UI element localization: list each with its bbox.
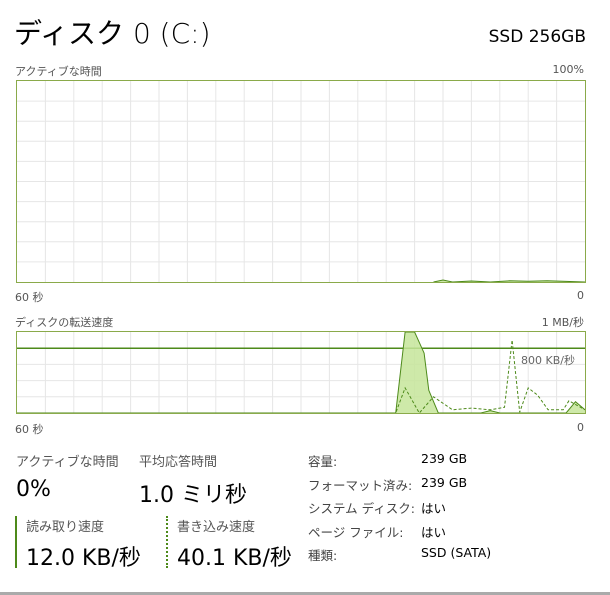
transfer-x-left: 60 秒 [15,423,44,436]
read-speed-label: 読み取り速度 [26,520,105,535]
active-time-stat-value: 0% [16,477,51,502]
read-legend-line [15,516,17,568]
info-value: はい [421,524,447,540]
disk-title: ディスク 0 (C:) [14,17,211,50]
bottom-divider [0,592,610,595]
active-time-graph [16,80,586,283]
transfer-max: 1 MB/秒 [541,316,584,329]
info-key: ページ ファイル: [308,524,404,540]
info-value: SSD (SATA) [421,545,492,560]
transfer-label: ディスクの転送速度 [15,316,114,329]
info-value: 239 GB [421,451,468,466]
response-time-label: 平均応答時間 [139,455,218,470]
series-line [433,279,585,282]
disk-model: SSD 256GB [488,27,586,47]
info-value: 239 GB [421,474,468,490]
write-speed-value: 40.1 KB/秒 [177,546,292,571]
read-speed-value: 12.0 KB/秒 [26,546,141,571]
transfer-x-right: 0 [577,421,584,434]
write-speed-label: 書き込み速度 [177,520,256,535]
info-key: フォーマット済み: [308,477,413,493]
active-time-stat-label: アクティブな時間 [16,455,119,470]
response-time-value: 1.0 ミリ秒 [139,483,247,508]
write-legend-line [166,516,168,568]
active-time-x-left: 60 秒 [15,291,44,304]
series-line-dashed [17,340,585,413]
info-key: システム ディスク: [308,501,415,516]
active-time-label: アクティブな時間 [15,65,102,78]
transfer-graph [16,331,586,414]
info-value: はい [421,501,447,516]
active-time-max: 100% [552,63,584,76]
transfer-marker-label: 800 KB/秒 [521,354,575,367]
info-key: 容量: [308,454,338,469]
info-key: 種類: [308,548,338,563]
active-time-x-right: 0 [577,289,584,302]
